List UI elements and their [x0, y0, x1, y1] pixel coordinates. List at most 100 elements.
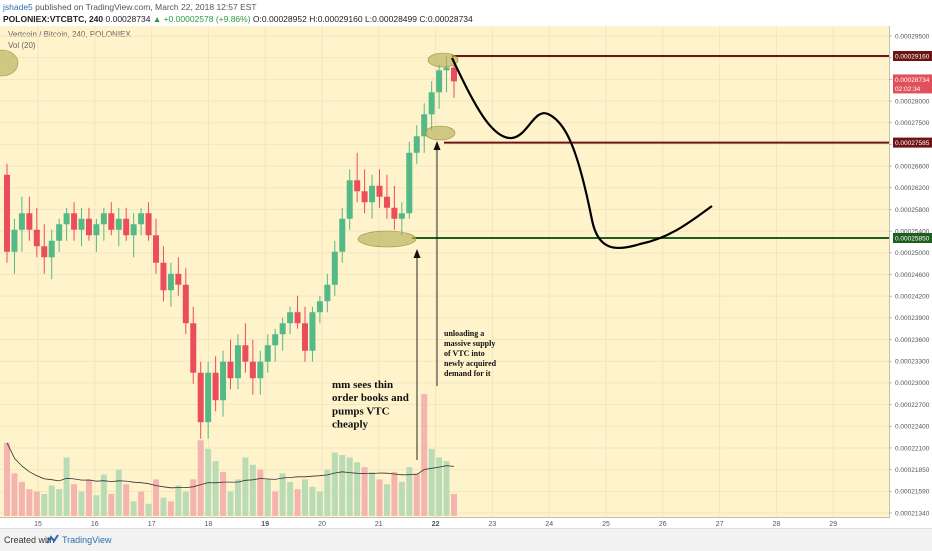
volume-bar	[123, 484, 130, 516]
volume-bar	[413, 473, 420, 516]
x-tick-label: 23	[489, 521, 497, 528]
volume-bar	[398, 481, 405, 516]
price-tag-level	[893, 137, 932, 148]
y-tick-label: 0.00022100	[895, 445, 930, 452]
candle-body	[138, 213, 145, 225]
candle-body	[339, 218, 346, 252]
candle-body	[160, 262, 167, 291]
price-tag-label: 0.00025850	[895, 235, 930, 242]
tradingview-brand-link[interactable]: TradingView	[62, 535, 112, 545]
x-tick-label: 15	[34, 521, 42, 528]
projected-path-curve	[451, 57, 713, 250]
candle-body	[398, 213, 405, 219]
candle-body	[369, 185, 376, 203]
volume-bar	[138, 491, 145, 516]
annotation-text-pump: mm sees thin	[332, 379, 393, 391]
y-tick-label: 0.00028000	[895, 98, 930, 105]
candle-body	[391, 207, 398, 219]
candle-body	[48, 240, 55, 258]
x-tick-label: 25	[602, 521, 610, 528]
volume-bar	[153, 479, 159, 516]
volume-bar	[33, 491, 40, 516]
ohlc-open: O:0.00028952	[252, 14, 307, 24]
publish-text: published on TradingView.com, March 22, …	[35, 2, 257, 12]
candle-body	[220, 361, 227, 401]
volume-bar	[85, 479, 92, 516]
volume-bar	[443, 461, 450, 516]
support-highlight-ellipse	[357, 230, 417, 248]
volume-bar	[100, 474, 107, 516]
candle-body	[294, 312, 301, 324]
tradingview-logo-icon	[46, 534, 59, 544]
candle-body	[257, 361, 264, 379]
x-tick-label: 29	[829, 521, 837, 528]
volume-bar	[391, 472, 398, 516]
candle-body	[167, 273, 174, 291]
volume-bar	[242, 457, 249, 516]
candle-body	[108, 213, 115, 230]
candle-body	[324, 284, 331, 302]
x-tick-label: 19	[261, 521, 269, 528]
volume-bar	[287, 481, 294, 516]
symbol-label: POLONIEX:VTCBTC, 240	[3, 14, 104, 24]
volume-bar	[272, 491, 279, 516]
volume-bar	[41, 494, 48, 516]
volume-bar	[279, 473, 286, 516]
volume-bar	[376, 479, 383, 516]
candle-body	[41, 246, 48, 258]
x-tick-label: 20	[318, 521, 326, 528]
candle-body	[346, 180, 353, 219]
annotation-arrowhead	[413, 249, 421, 258]
top-highlight-ellipse	[427, 52, 459, 68]
volume-bar	[294, 489, 301, 516]
price-tag-countdown	[893, 83, 932, 94]
x-tick-label: 17	[148, 521, 156, 528]
volume-bar	[182, 491, 189, 516]
chart-pane[interactable]	[0, 26, 890, 518]
volume-bar	[56, 489, 63, 516]
candle-body	[279, 323, 286, 335]
candle-body	[182, 284, 189, 324]
candle-body	[153, 235, 159, 263]
volume-bar	[369, 472, 376, 516]
volume-bar	[346, 457, 353, 516]
volume-bar	[175, 485, 182, 516]
price-tag-last	[893, 74, 932, 85]
y-tick-label: 0.00021590	[895, 489, 930, 496]
y-tick-label: 0.00021850	[895, 467, 930, 474]
y-tick-label: 0.00023600	[895, 337, 930, 344]
candle-body	[190, 323, 197, 373]
candle-body	[56, 224, 63, 241]
x-tick-label: 22	[432, 521, 440, 528]
volume-bar	[220, 472, 227, 516]
volume-bar	[436, 457, 443, 516]
left-highlight-ellipse	[0, 49, 19, 77]
y-tick-label: 0.00027500	[895, 120, 930, 127]
volume-bar	[354, 462, 361, 516]
annotation-text-unload: unloading a	[444, 329, 484, 338]
volume-ma-line	[6, 442, 455, 489]
candle-body	[287, 312, 294, 324]
volume-bar	[93, 495, 100, 516]
annotation-text-unload: of VTC into	[444, 349, 485, 358]
volume-bar	[18, 481, 25, 516]
x-tick-label: 21	[375, 521, 383, 528]
volume-bar	[316, 491, 323, 516]
candle-body	[428, 92, 435, 115]
annotation-text-pump: pumps VTC	[332, 405, 390, 417]
volume-bar	[115, 469, 122, 516]
author-link[interactable]: jshade5	[3, 2, 33, 12]
annotation-text-unload: massive supply	[444, 339, 495, 348]
candle-body	[234, 345, 241, 379]
x-tick-label: 24	[545, 521, 553, 528]
candle-body	[354, 180, 361, 192]
candle-body	[249, 361, 256, 379]
candle-body	[443, 67, 450, 71]
volume-bar	[108, 494, 115, 516]
x-tick-label: 16	[91, 521, 99, 528]
x-tick-label: 18	[205, 521, 213, 528]
candle-body	[71, 213, 78, 230]
candle-body	[413, 136, 420, 153]
price-tag-label: 0.00027585	[895, 140, 930, 147]
